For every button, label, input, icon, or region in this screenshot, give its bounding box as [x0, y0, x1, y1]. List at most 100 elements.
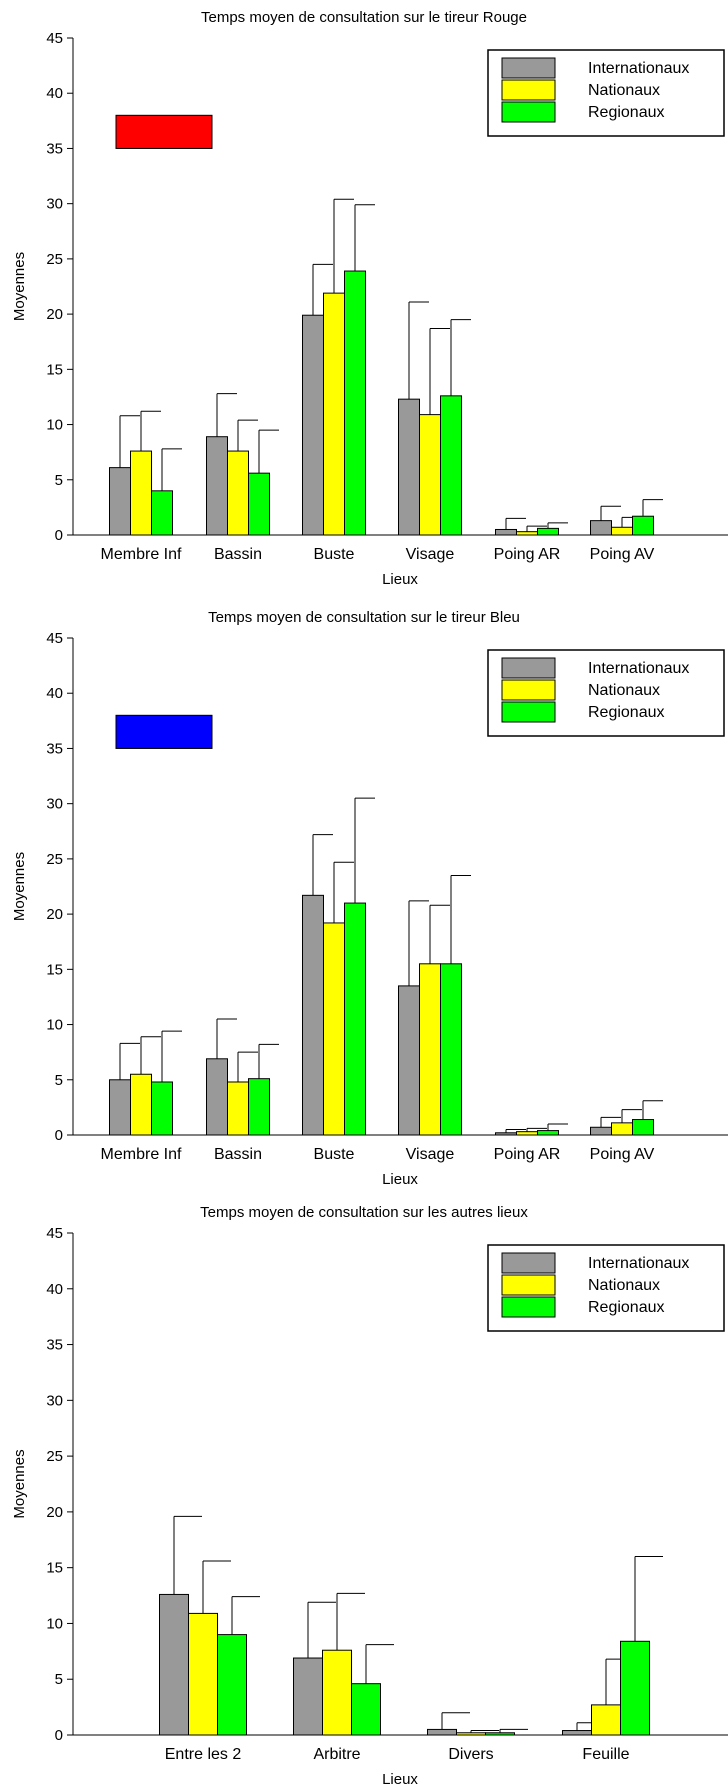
y-tick-label: 35 — [46, 1337, 63, 1354]
y-tick-label: 10 — [46, 1615, 63, 1632]
x-tick-label: Bassin — [214, 1146, 262, 1163]
x-tick-label: Buste — [314, 1146, 355, 1163]
legend-label: Nationaux — [588, 682, 660, 699]
bar-internationaux — [109, 1079, 131, 1136]
bar-nationaux — [323, 922, 345, 1136]
x-tick-label: Feuille — [582, 1746, 629, 1763]
x-tick-label: Poing AR — [494, 1146, 561, 1163]
bar-regionaux — [632, 1119, 654, 1136]
bar-internationaux — [159, 1593, 189, 1736]
y-tick-label: 20 — [46, 1504, 63, 1521]
bar-internationaux — [427, 1728, 457, 1736]
y-axis-label: Moyennes — [11, 252, 28, 321]
y-tick-label: 30 — [46, 1392, 63, 1409]
legend-label: Nationaux — [588, 1277, 660, 1294]
legend-label: Internationaux — [588, 660, 689, 677]
bar-regionaux — [151, 490, 173, 536]
bar-internationaux — [302, 314, 324, 536]
chart-title: Temps moyen de consultation sur le tireu… — [201, 9, 527, 26]
y-tick-label: 40 — [46, 85, 63, 102]
y-tick-label: 10 — [46, 417, 63, 434]
bar-internationaux — [398, 985, 420, 1136]
bar-internationaux — [302, 894, 324, 1136]
bar-internationaux — [206, 436, 228, 536]
legend-swatch — [501, 679, 556, 701]
y-tick-label: 20 — [46, 306, 63, 323]
x-tick-label: Visage — [406, 546, 455, 563]
bar-nationaux — [516, 1131, 538, 1136]
x-axis-label: Lieux — [382, 571, 418, 588]
legend-swatch — [501, 1274, 556, 1296]
x-tick-label: Membre Inf — [101, 1146, 182, 1163]
bar-regionaux — [248, 1078, 270, 1136]
bar-nationaux — [130, 450, 152, 536]
bar-nationaux — [591, 1704, 621, 1736]
y-tick-label: 0 — [55, 1727, 63, 1744]
bar-nationaux — [323, 292, 345, 536]
legend-swatch — [501, 1252, 556, 1274]
bar-regionaux — [485, 1732, 515, 1736]
bar-nationaux — [611, 1122, 633, 1136]
x-tick-label: Entre les 2 — [165, 1746, 242, 1763]
y-tick-label: 40 — [46, 1281, 63, 1298]
bar-nationaux — [456, 1732, 486, 1736]
legend-label: Regionaux — [588, 704, 665, 721]
y-tick-label: 15 — [46, 961, 63, 978]
bar-internationaux — [495, 1132, 517, 1136]
bar-regionaux — [537, 1130, 559, 1136]
bar-regionaux — [440, 963, 462, 1136]
bar-internationaux — [398, 398, 420, 536]
y-tick-label: 30 — [46, 796, 63, 813]
chart-title: Temps moyen de consultation sur le tireu… — [208, 609, 520, 626]
bar-regionaux — [351, 1683, 381, 1736]
color-marker — [115, 714, 213, 749]
bar-nationaux — [419, 963, 441, 1136]
x-tick-label: Buste — [314, 546, 355, 563]
legend-label: Nationaux — [588, 82, 660, 99]
bar-nationaux — [419, 414, 441, 536]
y-tick-label: 5 — [55, 472, 63, 489]
bar-internationaux — [495, 528, 517, 536]
y-tick-label: 10 — [46, 1017, 63, 1034]
y-tick-label: 5 — [55, 1072, 63, 1089]
chart-panel-2: Temps moyen de consultation sur le tireu… — [11, 609, 728, 1188]
y-tick-label: 30 — [46, 196, 63, 213]
y-tick-label: 5 — [55, 1671, 63, 1688]
bar-internationaux — [590, 1126, 612, 1136]
chart-title: Temps moyen de consultation sur les autr… — [200, 1204, 528, 1221]
legend-label: Internationaux — [588, 1255, 689, 1272]
y-tick-label: 40 — [46, 685, 63, 702]
bar-nationaux — [322, 1649, 352, 1736]
bar-nationaux — [188, 1612, 218, 1736]
bar-internationaux — [109, 467, 131, 536]
y-tick-label: 15 — [46, 1560, 63, 1577]
x-tick-label: Poing AR — [494, 546, 561, 563]
legend-swatch — [501, 101, 556, 123]
bar-internationaux — [590, 520, 612, 536]
bar-internationaux — [206, 1058, 228, 1136]
y-tick-label: 35 — [46, 740, 63, 757]
bar-regionaux — [537, 527, 559, 536]
bar-regionaux — [344, 902, 366, 1136]
y-tick-label: 25 — [46, 851, 63, 868]
bar-regionaux — [217, 1634, 247, 1736]
bar-nationaux — [227, 450, 249, 536]
bar-nationaux — [611, 526, 633, 536]
y-tick-label: 0 — [55, 1127, 63, 1144]
legend-swatch — [501, 79, 556, 101]
y-tick-label: 15 — [46, 361, 63, 378]
bar-internationaux — [293, 1657, 323, 1736]
x-tick-label: Arbitre — [313, 1746, 360, 1763]
x-tick-label: Poing AV — [590, 1146, 655, 1163]
x-axis-label: Lieux — [382, 1171, 418, 1188]
chart-panel-3: Temps moyen de consultation sur les autr… — [11, 1204, 728, 1785]
y-axis-label: Moyennes — [11, 1449, 28, 1518]
x-axis-label: Lieux — [382, 1771, 418, 1785]
x-tick-label: Divers — [448, 1746, 493, 1763]
x-tick-label: Bassin — [214, 546, 262, 563]
chart-panel-1: Temps moyen de consultation sur le tireu… — [11, 9, 728, 588]
legend-label: Regionaux — [588, 104, 665, 121]
bar-internationaux — [562, 1730, 592, 1736]
y-tick-label: 20 — [46, 906, 63, 923]
